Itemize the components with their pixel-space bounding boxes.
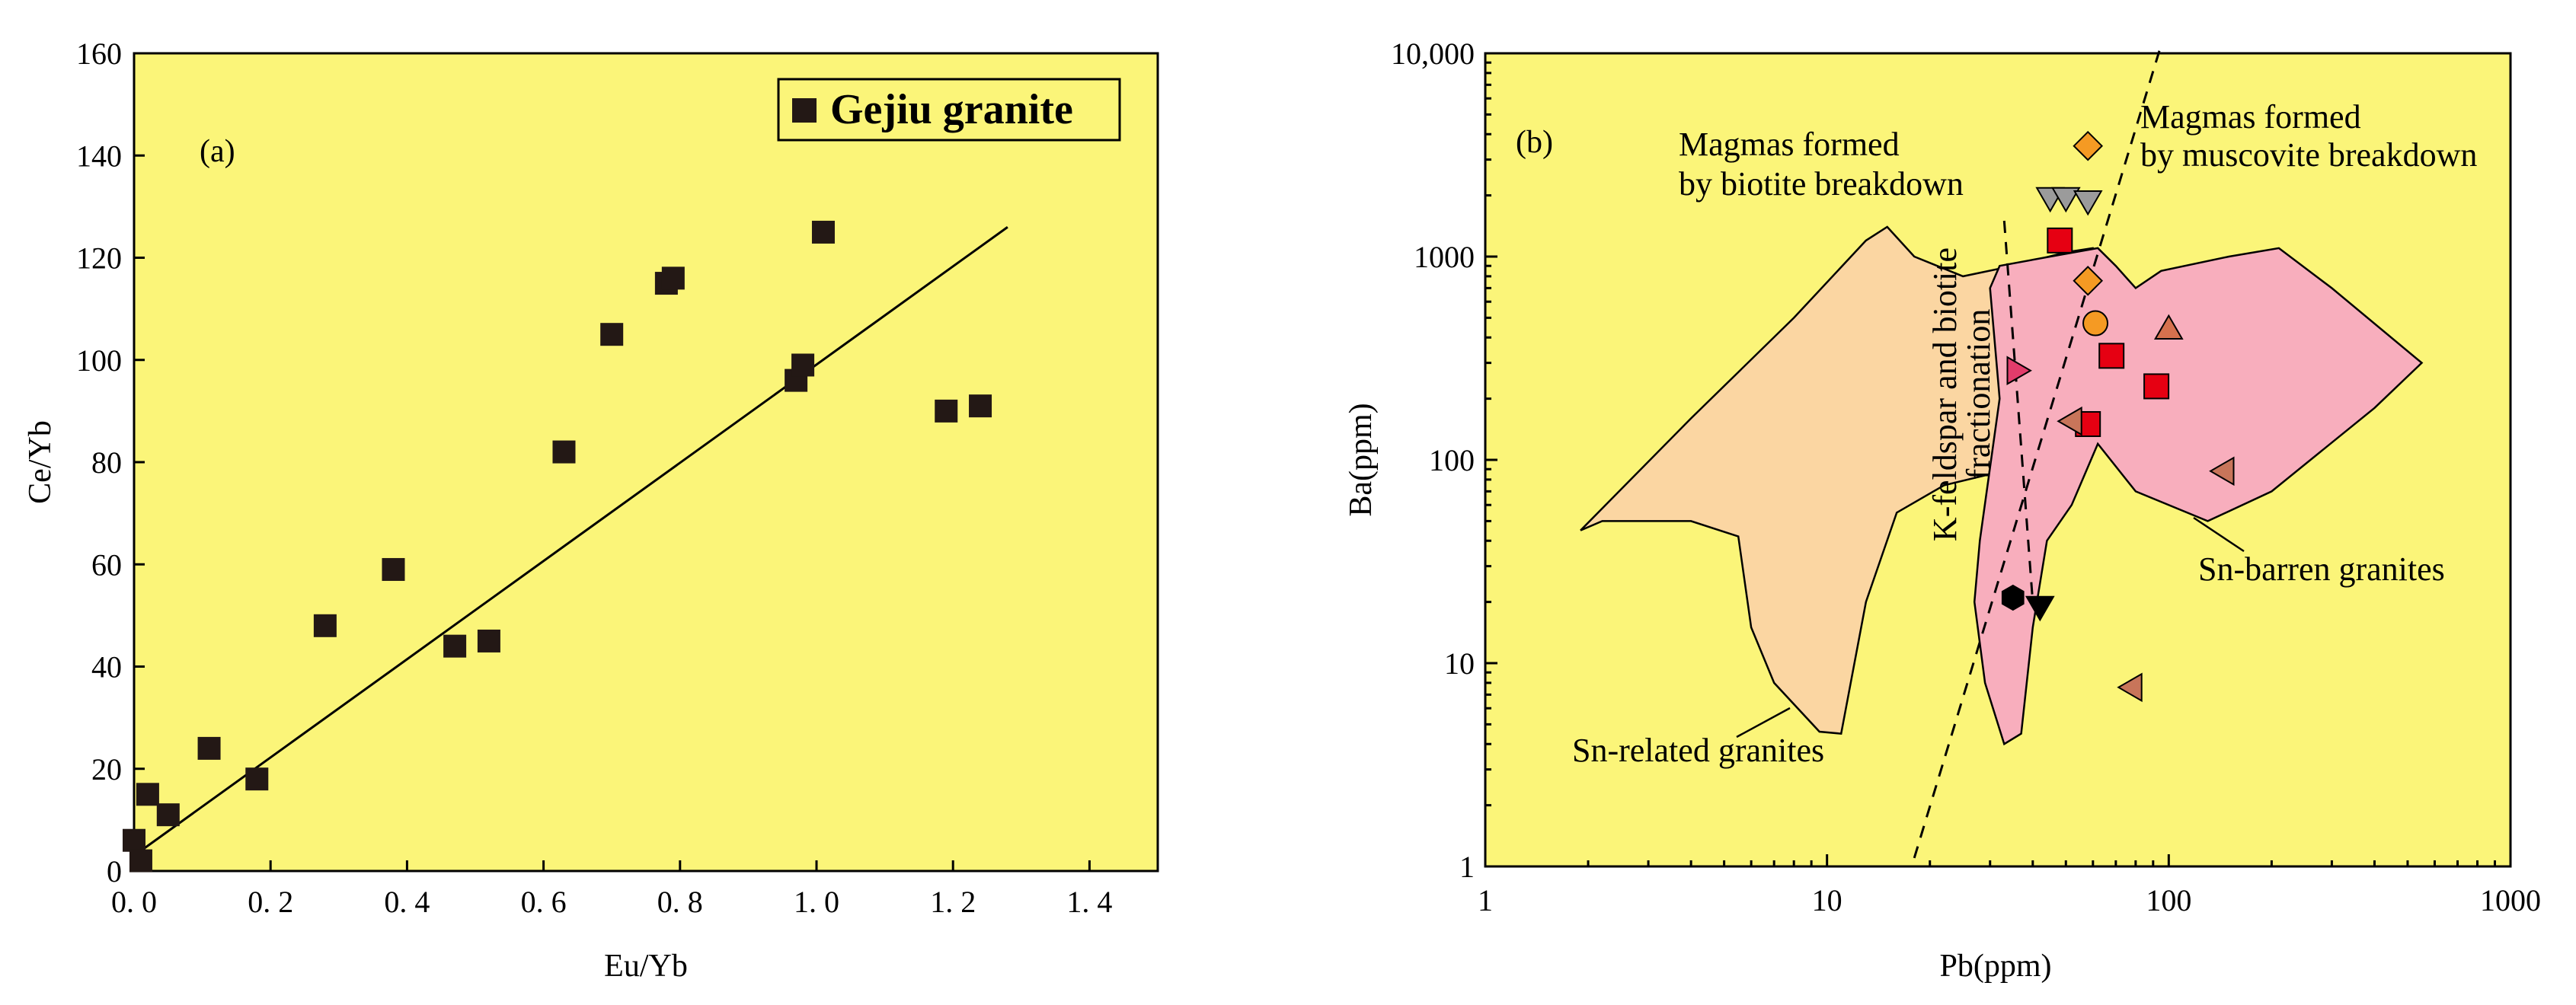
gejiu-granite-point: [552, 440, 576, 464]
square-marker: [2098, 343, 2125, 369]
y-tick-label: 1000: [1414, 240, 1475, 274]
panel-a-scatter-chart: 0. 0 0. 2 0. 4 0. 6 0. 8 1. 0 1. 2 1. 4 0 20 40 60 8…: [23, 37, 1159, 984]
x-tick-label: 0. 4: [384, 885, 430, 919]
square-marker: [2143, 373, 2170, 400]
y-tick-label: 20: [91, 752, 122, 786]
panel-a-ticks: [133, 52, 1091, 873]
y-tick-label: 10,000: [1391, 37, 1475, 71]
panel-a-y-axis-title: Ce/Yb: [23, 420, 58, 504]
panel-a-trend-line: [133, 226, 1008, 857]
annotation-biotite-breakdown-line2: by biotite breakdown: [1679, 165, 1964, 203]
y-tick-label: 40: [91, 650, 122, 684]
muscovite-breakdown-dashed-line: [1913, 44, 2162, 859]
y-tick-label: 100: [76, 343, 122, 378]
y-tick-label: 0: [107, 854, 122, 889]
annotation-sn-related-granites: Sn-related granites: [1572, 732, 1824, 769]
legend-box: [777, 78, 1121, 142]
x-tick-label: 1. 4: [1066, 885, 1112, 919]
gejiu-granite-point: [811, 220, 835, 244]
square-marker: [2047, 227, 2073, 254]
gejiu-granite-point: [245, 767, 269, 791]
panel-b-label: (b): [1516, 125, 1553, 160]
y-tick-label: 10: [1444, 646, 1475, 681]
hexagon-marker: [2001, 584, 2025, 611]
x-tick-label: 0. 2: [248, 885, 293, 919]
gejiu-granite-point: [661, 266, 685, 290]
legend-marker: [792, 98, 817, 123]
gejiu-granite-point: [791, 353, 815, 377]
annotation-sn-barren-granites: Sn-barren granites: [2198, 550, 2445, 588]
panel-b-x-axis-title: Pb(ppm): [1940, 949, 2052, 984]
diamond-marker: [2073, 130, 2104, 161]
triangle-up-marker: [2153, 314, 2184, 340]
x-tick-label: 1: [1478, 883, 1493, 917]
panel-a-data-points: [123, 220, 992, 873]
panel-a-label: (a): [200, 134, 235, 169]
panel-b-ticks: [1484, 52, 2512, 868]
panel-b-y-axis-title: Ba(ppm): [1344, 403, 1379, 516]
x-tick-label: 1. 0: [794, 885, 839, 919]
y-tick-label: 120: [76, 241, 122, 276]
gejiu-granite-point: [477, 629, 500, 652]
y-tick-label: 60: [91, 547, 122, 582]
leader-sn-related-granites: [1736, 707, 1791, 739]
x-tick-label: 1000: [2480, 883, 2541, 917]
y-tick-label: 80: [91, 445, 122, 480]
y-tick-label: 1: [1459, 850, 1475, 884]
panel-b-tick-labels: 1 10 100 1000 1 10 100 1000 10,000: [1391, 37, 2541, 917]
circle-marker: [2082, 310, 2109, 337]
triangle-down-marker: [2073, 190, 2103, 216]
gejiu-granite-point: [129, 849, 152, 873]
annotation-muscovite-breakdown-line2: by muscovite breakdown: [2140, 136, 2477, 174]
triangle-left-marker: [2117, 672, 2143, 703]
y-tick-label: 140: [76, 139, 122, 173]
gejiu-granite-point: [136, 783, 159, 806]
annotation-biotite-breakdown-line1: Magmas formed: [1679, 126, 1900, 163]
gejiu-granite-point: [197, 736, 221, 760]
gejiu-granite-point: [156, 803, 180, 827]
annotation-muscovite-breakdown-line1: Magmas formed: [2140, 98, 2361, 136]
triangle-left-marker: [2057, 406, 2082, 436]
panel-a-plot-area: [133, 52, 1159, 873]
y-tick-label: 160: [76, 37, 122, 71]
gejiu-granite-point: [123, 828, 145, 852]
x-tick-label: 1. 2: [930, 885, 976, 919]
legend-label-gejiu-granite: Gejiu granite: [830, 86, 1073, 133]
x-tick-label: 10: [1812, 883, 1843, 917]
gejiu-granite-point: [600, 323, 624, 346]
legend: Gejiu granite: [777, 78, 1121, 142]
leader-sn-barren-granites: [2193, 516, 2245, 553]
triangle-down-marker: [2025, 595, 2055, 622]
x-tick-label: 0. 0: [111, 885, 157, 919]
gejiu-granite-point: [382, 557, 405, 581]
gejiu-granite-point: [313, 614, 337, 637]
triangle-right-marker: [2006, 356, 2032, 386]
gejiu-granite-point: [935, 399, 958, 423]
triangle-left-marker: [2209, 456, 2235, 487]
panel-a-tick-labels: 0. 0 0. 2 0. 4 0. 6 0. 8 1. 0 1. 2 1. 4 0 20 40 60 8…: [76, 37, 1112, 919]
x-tick-label: 0. 6: [521, 885, 567, 919]
triangle-down-marker: [2050, 187, 2081, 213]
gejiu-granite-point: [443, 634, 467, 658]
annotation-fractionation-line2: fractionation: [1960, 309, 1997, 480]
panel-b-data-points: [2001, 130, 2235, 703]
gejiu-granite-point: [969, 394, 992, 418]
region-sn-barren-granites: [1973, 247, 2424, 746]
annotation-fractionation-line1: K-feldspar and biotite: [1926, 247, 1964, 541]
diamond-marker: [2073, 265, 2104, 296]
panel-a-x-axis-title: Eu/Yb: [604, 949, 688, 984]
y-tick-label: 100: [1429, 443, 1475, 477]
x-tick-label: 0. 8: [657, 885, 703, 919]
panel-b-scatter-chart: 1 10 100 1000 1 10 100 1000 10,000 (b) Magmas fo…: [1344, 37, 2541, 984]
x-tick-label: 100: [2146, 883, 2191, 917]
